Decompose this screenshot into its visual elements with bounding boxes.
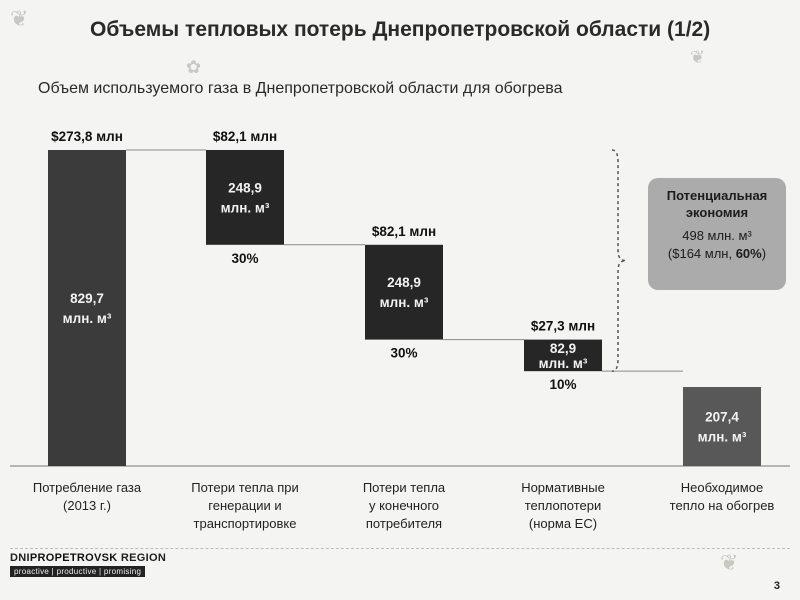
page-number: 3	[773, 580, 780, 592]
bar-2	[206, 150, 284, 245]
floral-ornament-icon: ❦	[690, 47, 706, 67]
bar-value-label: млн. м³	[63, 311, 112, 326]
category-label: у конечного	[369, 498, 439, 513]
logo-suffix: REGION	[117, 552, 167, 564]
bar-value-label: 207,4	[705, 410, 739, 425]
logo-prefix: DNI	[10, 552, 30, 564]
category-label: тепло на обогрев	[670, 498, 775, 513]
chart-subtitle: Объем используемого газа в Днепропетровс…	[38, 80, 563, 97]
savings-money-prefix: ($164 млн,	[667, 246, 736, 261]
bar-value-label: млн. м³	[539, 356, 588, 371]
category-label: генерации и	[208, 498, 281, 513]
potential-savings-box: Потенциальная экономия 498 млн. м³ ($164…	[648, 178, 786, 290]
bar-value-label: 248,9	[387, 275, 421, 290]
category-label: (норма ЕС)	[529, 516, 597, 531]
bar-value-label: 829,7	[70, 291, 104, 306]
region-logo: DNIPROPETROVSK REGION	[10, 552, 166, 564]
category-label: Потери тепла	[363, 480, 446, 495]
savings-money: ($164 млн, 60%)	[648, 245, 786, 263]
bar-value-label: млн. м³	[221, 200, 270, 215]
region-tagline: proactive | productive | promising	[10, 566, 146, 577]
savings-volume: 498 млн. м³	[682, 228, 752, 243]
savings-brace	[611, 149, 627, 372]
logo-bold: PROPETROVSK	[29, 552, 118, 564]
savings-money-suffix: )	[761, 246, 767, 261]
footer-divider	[10, 548, 790, 549]
bar-value-label: 82,9	[550, 341, 576, 356]
cost-label: $273,8 млн	[51, 129, 123, 144]
category-label: потребителя	[366, 516, 442, 531]
cost-label: $27,3 млн	[531, 319, 595, 334]
savings-heading: Потенциальная экономия	[666, 188, 768, 220]
bar-value-label: млн. м³	[380, 295, 429, 310]
percent-label: 30%	[231, 251, 258, 266]
category-label: Необходимое	[681, 480, 763, 495]
bar-5	[683, 387, 761, 466]
category-label: транспортировке	[194, 516, 297, 531]
cost-label: $82,1 млн	[213, 129, 277, 144]
category-label: Потребление газа	[33, 480, 142, 495]
bar-3	[365, 244, 443, 340]
bar-4	[524, 339, 602, 372]
page-title: Объемы тепловых потерь Днепропетровской …	[90, 18, 711, 41]
floral-ornament-icon: ❦	[720, 550, 739, 575]
percent-label: 30%	[390, 346, 417, 361]
bar-value-label: млн. м³	[698, 430, 747, 445]
category-label: теплопотери	[525, 498, 602, 513]
category-label: Потери тепла при	[191, 480, 298, 495]
floral-ornament-icon: ❦	[10, 6, 29, 31]
category-label: (2013 г.)	[63, 498, 111, 513]
bar-1	[48, 150, 126, 466]
percent-label: 10%	[549, 377, 576, 392]
floral-ornament-icon: ✿	[186, 57, 202, 77]
savings-percent: 60%	[735, 246, 762, 261]
category-label: Нормативные	[521, 480, 605, 495]
cost-label: $82,1 млн	[372, 224, 436, 239]
bar-value-label: 248,9	[228, 180, 262, 195]
